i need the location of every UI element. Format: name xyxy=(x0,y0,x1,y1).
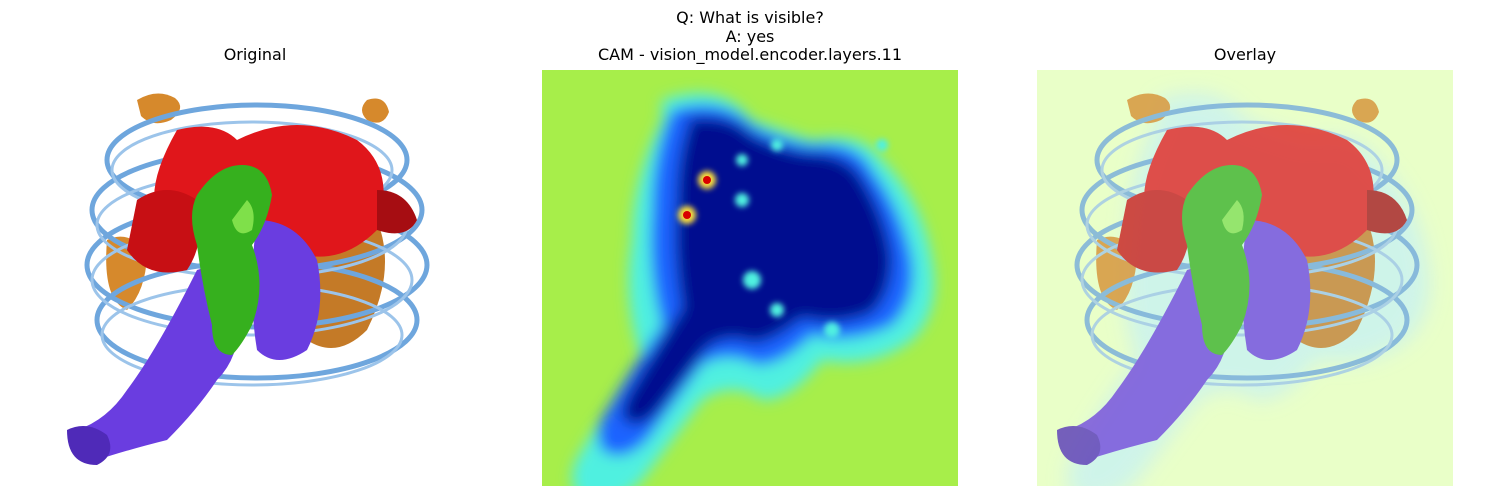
panel-cam xyxy=(542,70,958,486)
overlay-image xyxy=(1037,70,1453,486)
original-image xyxy=(47,70,463,486)
panel-original-title: Original xyxy=(223,45,287,64)
figure-suptitle: Q: What is visible? A: yes xyxy=(0,8,1500,46)
answer-text: A: yes xyxy=(725,27,775,46)
panel-original xyxy=(47,70,463,486)
panel-cam-title: CAM - vision_model.encoder.layers.11 xyxy=(542,26,958,64)
panel-overlay xyxy=(1037,70,1453,486)
cam-title-text: CAM - vision_model.encoder.layers.11 xyxy=(597,45,903,64)
panel-overlay-title: Overlay xyxy=(1213,45,1277,64)
question-text: Q: What is visible? xyxy=(676,8,824,27)
cam-heatmap xyxy=(542,70,958,486)
